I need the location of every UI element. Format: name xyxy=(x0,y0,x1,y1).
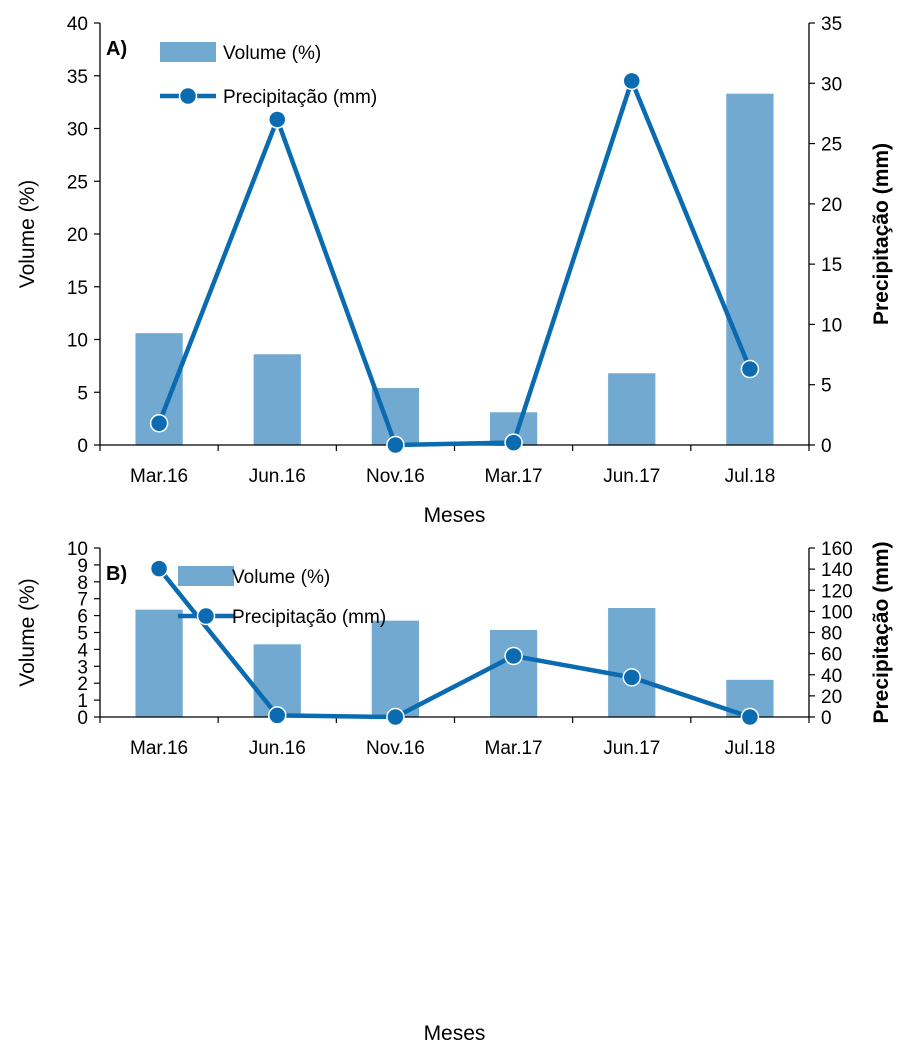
x-tick-label: Mar.16 xyxy=(130,466,188,487)
precipitation-point-mar-17 xyxy=(504,433,523,452)
y2-tick-label: 0 xyxy=(821,436,832,457)
legend-label-volume: Volume (%) xyxy=(232,567,330,588)
precipitation-point-jul-18 xyxy=(740,359,760,379)
bar-jun-16 xyxy=(253,644,301,717)
y2-tick-label: 10 xyxy=(821,315,842,336)
y-tick-label: 4 xyxy=(77,640,88,661)
precipitation-point-nov-16 xyxy=(386,435,405,455)
y-tick-label: 1 xyxy=(77,691,88,712)
x-tick-label: Mar.17 xyxy=(485,466,543,487)
x-axis-title: Meses xyxy=(424,504,486,527)
x-tick-label: Jul.18 xyxy=(725,738,776,759)
precipitation-point-mar-16 xyxy=(149,559,169,578)
x-tick-label: Jun.17 xyxy=(603,466,660,487)
bar-jun-17 xyxy=(608,607,656,717)
panel-label: A) xyxy=(106,38,127,60)
legend-label-precipitation: Precipitação (mm) xyxy=(232,607,386,628)
bar-jul-18 xyxy=(726,93,774,445)
precipitation-line xyxy=(157,567,751,720)
y-axis-title: Volume (%) xyxy=(16,180,39,289)
bar-jun-17 xyxy=(608,373,656,445)
y2-tick-label: 140 xyxy=(821,560,853,581)
y2-tick-label: 40 xyxy=(821,666,842,687)
bar-jun-16 xyxy=(253,354,301,445)
precipitation-point-mar-16 xyxy=(149,414,169,433)
bar-mar-17 xyxy=(489,629,538,717)
legend-label-precipitation: Precipitação (mm) xyxy=(223,87,377,108)
y-tick-label: 7 xyxy=(77,590,88,611)
precipitation-line xyxy=(156,78,752,448)
bar-mar-16 xyxy=(135,609,183,717)
y-tick-label: 9 xyxy=(77,556,88,577)
x-tick-label: Jun.17 xyxy=(603,738,660,759)
y-tick-label: 0 xyxy=(77,708,88,729)
y2-axis-title: Precipitação (mm) xyxy=(870,143,893,325)
x-tick-label: Mar.17 xyxy=(485,738,543,759)
y2-tick-label: 0 xyxy=(821,708,832,729)
precipitation-point-nov-16 xyxy=(386,707,405,727)
y-tick-label: 2 xyxy=(77,674,88,695)
legend-swatch-precipitation-marker xyxy=(178,86,198,106)
y2-tick-label: 5 xyxy=(821,376,832,397)
x-tick-label: Mar.16 xyxy=(130,738,188,759)
y-tick-label: 25 xyxy=(67,172,88,193)
y-tick-label: 10 xyxy=(67,331,88,352)
precipitation-point-jun-16 xyxy=(268,706,287,725)
legend: Volume (%) Precipitação (mm) xyxy=(160,42,377,108)
legend-swatch-volume xyxy=(178,566,234,586)
precipitation-point-jun-17 xyxy=(622,668,641,687)
y-tick-label: 6 xyxy=(77,607,88,628)
y2-tick-label: 20 xyxy=(821,195,842,216)
bar-nov-16 xyxy=(371,620,420,717)
panel-label: B) xyxy=(106,563,127,585)
chart-panel-a: 0 5 10 15 20 25 30 35 40 0 5 10 15 20 25 30 35 Mar.16 Jun.… xyxy=(16,14,893,527)
y-tick-label: 0 xyxy=(77,436,88,457)
legend-swatch-precipitation-marker xyxy=(196,606,216,626)
precipitation-point-mar-17 xyxy=(504,646,523,666)
y2-tick-label: 120 xyxy=(821,581,853,602)
y-tick-label: 20 xyxy=(67,225,88,246)
legend: Volume (%) Precipitação (mm) xyxy=(178,566,386,628)
x-tick-label: Nov.16 xyxy=(366,738,425,759)
y2-tick-label: 35 xyxy=(821,14,842,35)
legend-swatch-volume xyxy=(160,42,216,62)
y-tick-label: 35 xyxy=(67,67,88,88)
y2-tick-label: 100 xyxy=(821,602,853,623)
y-tick-label: 40 xyxy=(67,14,88,35)
y-tick-label: 15 xyxy=(67,278,88,299)
legend-label-volume: Volume (%) xyxy=(223,43,321,64)
precipitation-point-jun-16 xyxy=(268,110,287,129)
y-tick-label: 5 xyxy=(77,624,88,645)
y2-axis-title: Precipitação (mm) xyxy=(870,541,893,723)
y-tick-label: 8 xyxy=(77,573,88,594)
y-axis-title: Volume (%) xyxy=(16,578,39,687)
y2-tick-label: 15 xyxy=(821,255,842,276)
y-tick-label: 10 xyxy=(67,539,88,560)
x-axis-title: Meses xyxy=(424,1022,486,1045)
y2-tick-label: 80 xyxy=(821,624,842,645)
y2-tick-label: 160 xyxy=(821,539,853,560)
y2-tick-label: 20 xyxy=(821,687,842,708)
precipitation-point-jun-17 xyxy=(622,71,641,91)
y-tick-label: 30 xyxy=(67,120,88,141)
y2-tick-label: 60 xyxy=(821,645,842,666)
precipitation-point-jul-18 xyxy=(740,707,760,727)
y-tick-label: 5 xyxy=(77,383,88,404)
y2-tick-label: 30 xyxy=(821,74,842,95)
y-tick-label: 3 xyxy=(77,657,88,678)
x-tick-label: Nov.16 xyxy=(366,466,425,487)
x-tick-label: Jun.16 xyxy=(249,738,306,759)
x-tick-label: Jun.16 xyxy=(249,466,306,487)
x-tick-label: Jul.18 xyxy=(725,466,776,487)
y2-tick-label: 25 xyxy=(821,135,842,156)
